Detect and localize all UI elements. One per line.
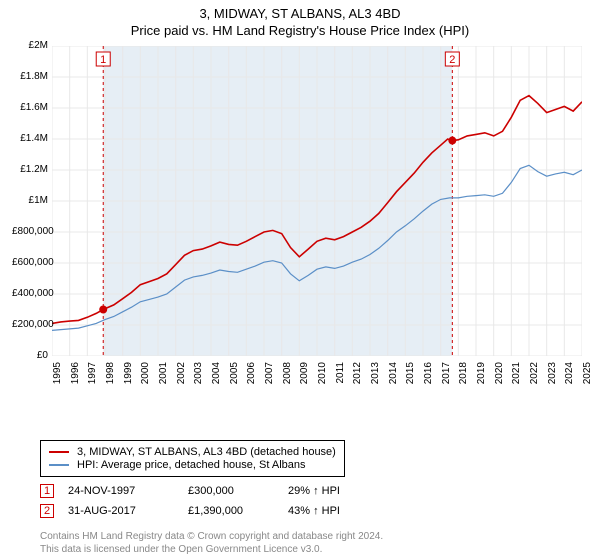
x-tick-label: 2007: [264, 362, 275, 392]
x-tick-label: 2012: [352, 362, 363, 392]
chart-container: 3, MIDWAY, ST ALBANS, AL3 4BD Price paid…: [0, 0, 600, 560]
title-block: 3, MIDWAY, ST ALBANS, AL3 4BD Price paid…: [0, 0, 600, 38]
y-tick-label: £400,000: [12, 288, 48, 299]
legend-swatch-hpi: [49, 464, 69, 466]
sale-price-2: £1,390,000: [188, 505, 288, 517]
footer-line-1: Contains HM Land Registry data © Crown c…: [40, 530, 383, 543]
x-tick-label: 2024: [564, 362, 575, 392]
x-tick-label: 2008: [282, 362, 293, 392]
x-tick-label: 2023: [547, 362, 558, 392]
y-tick-label: £1.6M: [12, 102, 48, 113]
plot-svg: [52, 46, 582, 356]
sale-pct-1: 29% ↑ HPI: [288, 485, 340, 497]
x-tick-label: 2011: [335, 362, 346, 392]
sale-row-2: 2 31-AUG-2017 £1,390,000 43% ↑ HPI: [40, 504, 340, 518]
x-tick-label: 1997: [87, 362, 98, 392]
x-tick-label: 2015: [405, 362, 416, 392]
y-tick-label: £200,000: [12, 319, 48, 330]
y-tick-label: £1.2M: [12, 164, 48, 175]
x-tick-label: 2022: [529, 362, 540, 392]
legend-label-hpi: HPI: Average price, detached house, St A…: [77, 459, 306, 471]
y-tick-label: £600,000: [12, 257, 48, 268]
title-subtitle: Price paid vs. HM Land Registry's House …: [0, 23, 600, 38]
x-tick-label: 2018: [458, 362, 469, 392]
x-tick-label: 2001: [158, 362, 169, 392]
x-tick-label: 2009: [299, 362, 310, 392]
legend-item-subject: 3, MIDWAY, ST ALBANS, AL3 4BD (detached …: [49, 446, 336, 458]
legend-swatch-subject: [49, 451, 69, 453]
x-tick-label: 2003: [193, 362, 204, 392]
x-tick-label: 2021: [511, 362, 522, 392]
x-tick-label: 1998: [105, 362, 116, 392]
footer-line-2: This data is licensed under the Open Gov…: [40, 543, 383, 556]
x-tick-label: 2000: [140, 362, 151, 392]
sale-row-1: 1 24-NOV-1997 £300,000 29% ↑ HPI: [40, 484, 340, 498]
x-tick-label: 1995: [52, 362, 63, 392]
chart-area: 12 £0£200,000£400,000£600,000£800,000£1M…: [8, 46, 592, 406]
sale-pct-2: 43% ↑ HPI: [288, 505, 340, 517]
x-tick-label: 2005: [229, 362, 240, 392]
y-tick-label: £1.4M: [12, 133, 48, 144]
sale-marker-1: 1: [40, 484, 54, 498]
x-tick-label: 2019: [476, 362, 487, 392]
x-tick-label: 2020: [494, 362, 505, 392]
legend-item-hpi: HPI: Average price, detached house, St A…: [49, 459, 336, 471]
x-tick-label: 2013: [370, 362, 381, 392]
sale-date-1: 24-NOV-1997: [68, 485, 188, 497]
x-tick-label: 2025: [582, 362, 593, 392]
x-tick-label: 1999: [123, 362, 134, 392]
y-tick-label: £800,000: [12, 226, 48, 237]
footer: Contains HM Land Registry data © Crown c…: [40, 530, 383, 556]
sale-marker-2: 2: [40, 504, 54, 518]
legend: 3, MIDWAY, ST ALBANS, AL3 4BD (detached …: [40, 440, 345, 477]
x-tick-label: 2004: [211, 362, 222, 392]
x-tick-label: 2017: [441, 362, 452, 392]
y-tick-label: £2M: [12, 40, 48, 51]
x-tick-label: 2006: [246, 362, 257, 392]
sale-date-2: 31-AUG-2017: [68, 505, 188, 517]
title-address: 3, MIDWAY, ST ALBANS, AL3 4BD: [0, 6, 600, 21]
x-tick-label: 2016: [423, 362, 434, 392]
x-tick-label: 2014: [388, 362, 399, 392]
y-tick-label: £1.8M: [12, 71, 48, 82]
legend-label-subject: 3, MIDWAY, ST ALBANS, AL3 4BD (detached …: [77, 446, 336, 458]
x-tick-label: 2010: [317, 362, 328, 392]
sale-price-1: £300,000: [188, 485, 288, 497]
plot-area: [52, 46, 582, 356]
x-tick-label: 1996: [70, 362, 81, 392]
y-tick-label: £0: [12, 350, 48, 361]
x-tick-label: 2002: [176, 362, 187, 392]
y-tick-label: £1M: [12, 195, 48, 206]
